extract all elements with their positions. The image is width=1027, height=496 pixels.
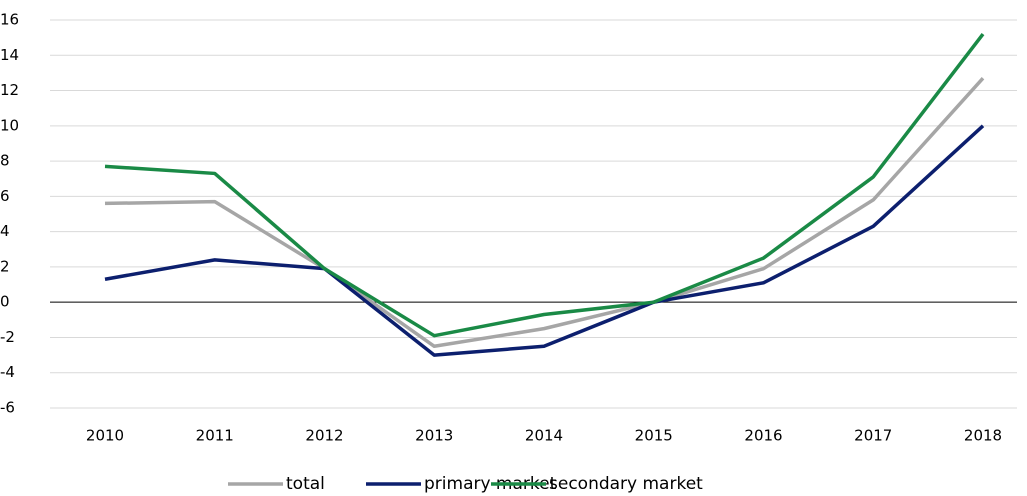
x-tick-label: 2013 (415, 427, 453, 445)
y-tick-label: 2 (0, 257, 10, 275)
x-tick-label: 2018 (964, 427, 1002, 445)
x-tick-label: 2014 (525, 427, 563, 445)
y-tick-label: 16 (0, 11, 19, 29)
series-line (104, 33, 985, 338)
legend-label: secondary market (549, 474, 703, 494)
series-line (104, 124, 985, 357)
x-tick-label: 2012 (305, 427, 343, 445)
x-tick-label: 2016 (744, 427, 782, 445)
y-tick-label: -2 (0, 328, 15, 346)
y-tick-label: 4 (0, 222, 10, 240)
x-tick-label: 2017 (854, 427, 892, 445)
x-tick-label: 2015 (635, 427, 673, 445)
y-tick-label: 8 (0, 152, 10, 170)
y-tick-label: 12 (0, 81, 19, 99)
legend-label: total (286, 474, 325, 494)
y-tick-label: 6 (0, 187, 10, 205)
y-tick-label: 14 (0, 46, 19, 64)
legend-label: primary market (424, 474, 557, 494)
x-tick-label: 2011 (196, 427, 234, 445)
y-tick-label: 0 (0, 293, 10, 311)
y-tick-label: -4 (0, 363, 15, 381)
x-tick-label: 2010 (86, 427, 124, 445)
y-tick-label: -6 (0, 399, 15, 417)
series-line (104, 77, 985, 349)
y-tick-label: 10 (0, 116, 19, 134)
